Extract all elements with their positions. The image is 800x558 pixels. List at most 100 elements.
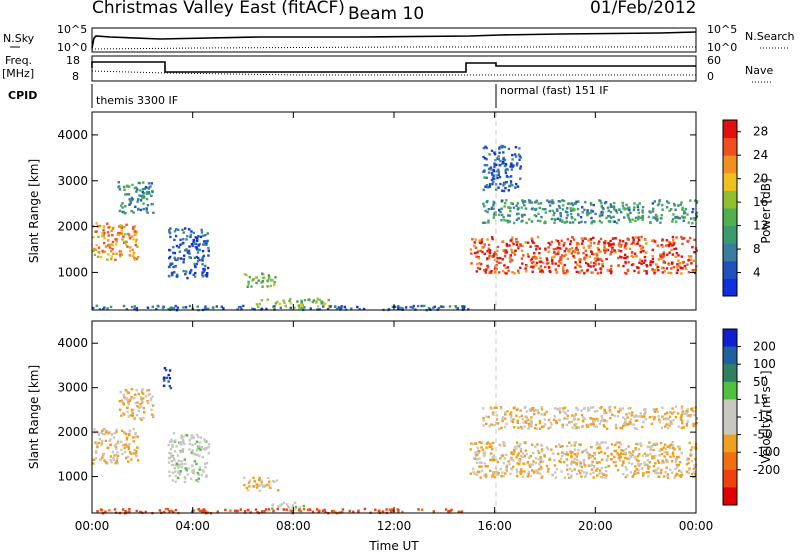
range-gate-cell [512,242,515,246]
range-gate-cell [671,452,675,456]
range-gate-cell [573,444,576,447]
range-gate-cell [672,455,675,458]
range-gate-cell [144,185,148,189]
range-gate-cell [483,451,486,454]
range-gate-cell [586,268,589,272]
range-gate-cell [192,231,195,235]
range-gate-cell [674,458,677,461]
range-gate-cell [641,454,644,457]
range-gate-cell [504,472,507,475]
range-gate-cell [139,208,143,212]
range-gate-cell [569,450,572,453]
range-gate-cell [538,462,541,466]
range-gate-cell [692,259,695,262]
range-gate-cell [666,452,669,456]
range-gate-cell [530,201,534,204]
range-gate-cell [576,458,579,461]
range-gate-cell [574,427,577,430]
range-gate-cell [629,418,632,421]
range-gate-cell [141,401,144,404]
range-gate-cell [589,238,593,241]
range-gate-cell [574,266,577,269]
range-gate-cell [492,413,495,416]
range-gate-cell [134,433,137,436]
range-gate-cell [204,510,207,513]
range-gate-cell [139,510,142,514]
range-gate-cell [554,262,557,265]
range-gate-cell [576,263,579,266]
range-gate-cell [678,445,681,448]
range-gate-cell [504,252,507,255]
range-gate-cell [661,204,664,207]
range-gate-cell [182,231,185,234]
range-gate-cell [571,451,574,454]
range-gate-cell [120,440,123,443]
range-gate-cell [476,473,479,476]
range-gate-cell [266,298,269,301]
range-gate-cell [130,196,134,200]
range-gate-cell [633,455,636,459]
range-gate-cell [566,248,570,252]
range-gate-cell [543,454,547,458]
range-gate-cell [112,458,115,461]
range-gate-cell [198,468,201,471]
range-gate-cell [265,307,268,311]
range-gate-cell [566,270,569,273]
range-gate-cell [505,465,508,468]
range-gate-cell [662,251,665,254]
range-gate-cell [488,185,491,188]
range-gate-cell [277,505,280,508]
range-gate-cell [520,213,524,217]
range-gate-cell [529,463,532,466]
range-gate-cell [132,227,135,231]
range-gate-cell [280,503,284,506]
range-gate-cell [417,508,420,511]
range-gate-cell [577,449,580,452]
range-gate-cell [93,428,96,431]
range-gate-cell [113,508,117,511]
range-gate-cell [103,428,107,431]
range-gate-cell [432,306,435,309]
range-gate-cell [236,509,239,513]
range-gate-cell [656,218,659,221]
range-gate-cell [185,469,188,472]
range-gate-cell [548,209,551,213]
range-gate-cell [485,146,488,150]
range-gate-cell [188,439,191,442]
range-gate-cell [686,213,689,216]
range-gate-cell [683,216,687,219]
range-gate-cell [527,422,530,426]
range-gate-cell [537,267,541,270]
range-gate-cell [579,216,583,219]
range-gate-cell [643,463,647,467]
range-gate-cell [609,245,613,248]
range-gate-cell [614,460,618,463]
range-gate-cell [490,207,493,210]
range-gate-cell [618,445,621,449]
range-gate-cell [680,426,683,430]
range-gate-cell [133,308,136,311]
range-gate-cell [605,420,608,423]
range-gate-cell [645,463,649,466]
range-gate-cell [566,417,569,421]
range-gate-cell [631,411,634,414]
range-gate-cell [128,508,131,511]
range-gate-cell [664,425,667,428]
range-gate-cell [136,459,140,462]
range-gate-cell [639,250,642,254]
range-gate-cell [141,388,145,391]
range-gate-cell [635,468,638,471]
range-gate-cell [620,243,623,247]
range-gate-cell [137,392,140,396]
range-gate-cell [273,281,276,284]
range-gate-cell [508,184,511,188]
range-gate-cell [608,244,611,247]
range-gate-cell [529,420,533,424]
range-gate-cell [505,199,508,202]
range-gate-cell [484,475,488,478]
range-gate-cell [109,443,112,447]
range-gate-cell [624,247,628,250]
range-gate-cell [101,232,104,235]
range-gate-cell [207,446,210,449]
range-gate-cell [129,246,132,249]
